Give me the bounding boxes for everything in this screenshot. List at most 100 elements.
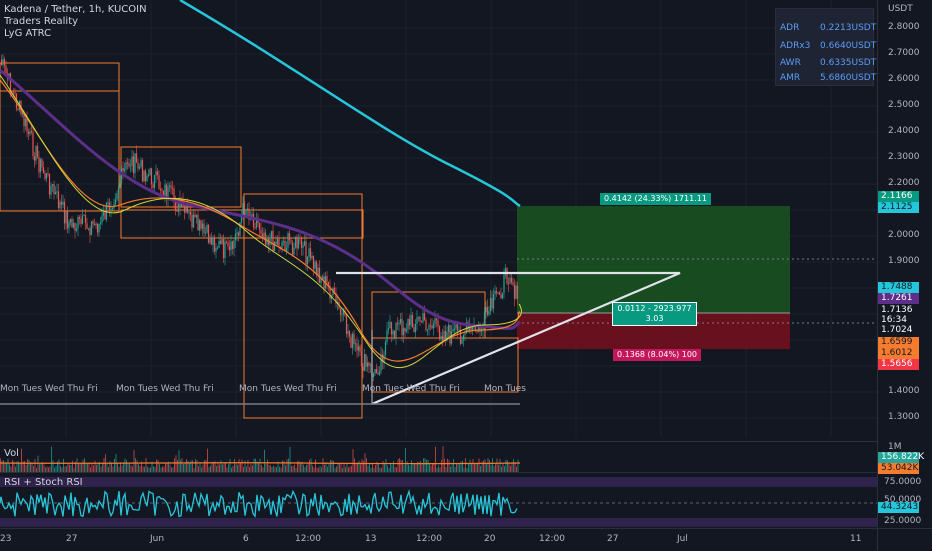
volume-bar [307, 463, 309, 472]
candle-body [263, 232, 265, 239]
candle-body [389, 321, 391, 329]
time-tick: 12:00 [539, 534, 565, 544]
volume-bar [343, 464, 345, 472]
volume-bar [84, 458, 85, 472]
price-axis[interactable]: USDT 2.8000 2.7000 2.6000 2.5000 2.4000 … [877, 0, 932, 528]
volume-bar [333, 460, 334, 472]
candle-body [273, 241, 276, 251]
volume-legend[interactable]: Vol [4, 448, 19, 459]
volume-bar [58, 459, 60, 472]
price-tag-target: 2.1166 [878, 191, 919, 202]
candle-body [159, 188, 162, 190]
volume-bar [507, 460, 508, 472]
candle-body [165, 184, 168, 200]
candle-body [237, 232, 240, 236]
candle-body [281, 242, 283, 248]
candle-body [32, 132, 34, 156]
volume-bar [351, 465, 352, 472]
price-chart-pane[interactable]: Kadena / Tether, 1h, KUCOIN Traders Real… [0, 0, 877, 437]
candle-body [98, 223, 100, 233]
candle-body [128, 163, 130, 167]
time-tick: 27 [66, 534, 78, 544]
candle-body [461, 339, 463, 344]
stop-label[interactable]: 0.1368 (8.04%) 100 [613, 349, 702, 361]
rsi-pane[interactable]: RSI + Stoch RSI [0, 472, 877, 529]
session-box [120, 209, 364, 239]
volume-bar [309, 459, 310, 472]
volume-bar [231, 467, 232, 472]
volume-bar [190, 460, 192, 472]
candle-body [492, 294, 495, 309]
symbol-title[interactable]: Kadena / Tether, 1h, KUCOIN [4, 4, 147, 15]
volume-bar [37, 455, 39, 472]
volume-bar [88, 462, 90, 472]
volume-bar [367, 465, 369, 472]
volume-bar [474, 463, 475, 472]
candle-body [377, 373, 379, 375]
candle-body [96, 223, 99, 233]
volume-canvas[interactable] [0, 442, 877, 472]
position-center-label[interactable]: 0.0112 - 2923.977 3.03 [612, 302, 697, 326]
volume-bar [82, 459, 84, 472]
candle-body [470, 324, 472, 332]
rsi-legend[interactable]: RSI + Stoch RSI [4, 477, 83, 488]
volume-bar [244, 460, 246, 472]
candle-body [333, 287, 336, 294]
candle-body [48, 173, 51, 195]
volume-bar [27, 459, 28, 472]
candle-body [158, 175, 160, 189]
candle-body [84, 215, 87, 224]
volume-bar [298, 460, 300, 472]
volume-bar [198, 466, 199, 472]
candle-body [411, 314, 414, 328]
candle-body [254, 227, 256, 229]
volume-bar [193, 467, 195, 472]
indicator-lyg-atrc[interactable]: LyG ATRC [4, 28, 52, 39]
candle-body [126, 162, 129, 164]
day-label-week-5: Mon Tues [484, 384, 526, 394]
candle-body [348, 331, 351, 337]
volume-bar [87, 463, 88, 472]
candle-body [95, 223, 97, 225]
volume-bar [469, 459, 471, 472]
stat-row-adrx3: ADRx3 0.6640USDT [780, 41, 877, 51]
rsi-canvas[interactable] [0, 473, 877, 529]
volume-bar [360, 464, 361, 472]
candle-body [501, 293, 504, 299]
volume-bar [216, 465, 217, 472]
candle-body [282, 241, 285, 243]
candle-body [441, 336, 444, 341]
volume-bar [478, 458, 480, 472]
volume-bar [435, 446, 436, 472]
price-chart-canvas[interactable] [0, 0, 877, 437]
volume-bar [283, 461, 285, 472]
candle-body [191, 214, 193, 228]
indicator-traders-reality[interactable]: Traders Reality [4, 16, 79, 27]
volume-bar [493, 466, 495, 472]
volume-bar [268, 464, 270, 472]
volume-bar [240, 462, 241, 472]
volume-bar [372, 463, 373, 472]
volume-bar [85, 464, 87, 472]
risk-reward-label: 3.03 [645, 314, 664, 323]
candle-body [47, 173, 49, 175]
candle-body [140, 160, 142, 167]
volume-bar [484, 459, 486, 472]
candle-body [21, 112, 24, 115]
candle-body [467, 322, 469, 332]
volume-bar [472, 459, 474, 472]
candle-body [311, 256, 313, 259]
target-label[interactable]: 0.4142 (24.33%) 1711.11 [600, 193, 711, 205]
volume-bar [318, 467, 319, 472]
candle-body [279, 247, 282, 249]
volume-bar [388, 467, 390, 472]
volume-bar [15, 466, 16, 472]
candle-body [425, 319, 427, 331]
volume-pane[interactable]: Vol [0, 441, 877, 472]
volume-bar [303, 464, 304, 472]
candle-body [215, 248, 217, 252]
candle-body [453, 328, 456, 330]
volume-bar [477, 462, 478, 472]
time-axis[interactable]: 23 27 Jun 6 12:00 13 12:00 20 12:00 27 J… [0, 528, 877, 551]
volume-bar [390, 462, 391, 472]
